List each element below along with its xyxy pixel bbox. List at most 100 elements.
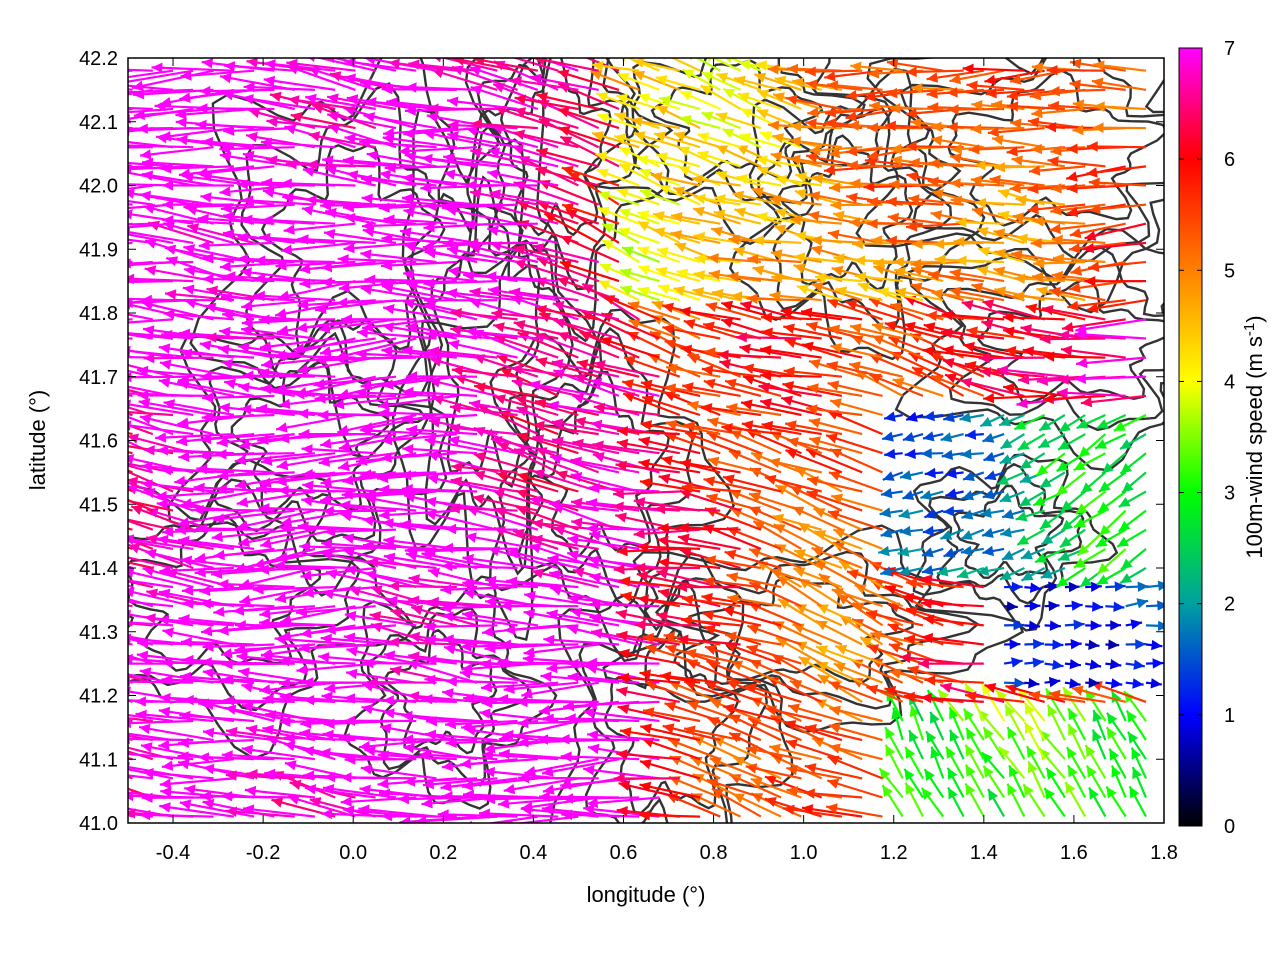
wind-vector-head [1114, 581, 1126, 592]
wind-vector [221, 662, 295, 666]
wind-vector-head [726, 403, 738, 414]
wind-vector-head [614, 112, 627, 123]
wind-vector-head [1082, 243, 1095, 254]
wind-vector-head [219, 151, 232, 162]
wind-vector [451, 368, 518, 378]
wind-vector-head [236, 520, 249, 531]
wind-vector [219, 184, 295, 194]
contour-line [728, 67, 986, 361]
wind-vector-head [344, 715, 356, 726]
wind-vector-head [284, 760, 297, 771]
wind-vector-head [79, 101, 90, 111]
wind-vector [535, 358, 599, 378]
wind-vector-head [1019, 458, 1032, 469]
wind-vector-head [377, 750, 389, 761]
wind-vector-head [254, 273, 266, 284]
wind-vector [440, 58, 498, 72]
wind-vector-head [772, 513, 785, 524]
wind-vector-head [1027, 183, 1039, 194]
wind-vector [534, 277, 600, 302]
wind-vector-head [908, 194, 920, 205]
wind-vector-head [183, 244, 196, 255]
wind-vector [380, 452, 457, 460]
wind-vector-head [144, 265, 157, 276]
wind-vector-head [465, 326, 477, 338]
wind-vector-head [953, 236, 965, 247]
wind-vector [141, 161, 214, 168]
wind-vector-head [424, 634, 436, 645]
wind-vector-head [301, 495, 313, 507]
wind-vector-head [195, 523, 207, 534]
wind-vector [360, 252, 437, 264]
wind-vector-head [1078, 446, 1091, 458]
wind-vector [155, 490, 234, 498]
wind-vector-head [794, 231, 807, 242]
wind-vector-head [697, 150, 710, 161]
wind-vector [370, 623, 437, 646]
wind-vector-head [532, 434, 545, 445]
wind-vector-head [764, 474, 777, 485]
wind-vector-head [388, 580, 400, 592]
wind-vector-head [737, 92, 750, 103]
wind-vector-head [1131, 747, 1142, 760]
wind-vector [518, 776, 599, 780]
wind-vector-head [182, 598, 194, 609]
wind-vector-head [427, 103, 439, 114]
wind-vector-head [1092, 122, 1104, 133]
wind-vector-head [694, 193, 706, 204]
wind-vector-head [596, 168, 609, 179]
wind-vector-head [879, 768, 891, 780]
wind-vector-head [1014, 677, 1026, 689]
wind-vector [361, 413, 437, 431]
wind-vector-head [200, 433, 212, 445]
wind-vector-head [403, 128, 415, 139]
wind-vector-head [968, 144, 980, 155]
wind-vector-head [88, 393, 100, 403]
wind-vector [380, 260, 457, 267]
wind-vector-head [622, 379, 634, 390]
wind-vector-head [360, 174, 373, 185]
wind-vector-head [852, 238, 863, 249]
wind-vector [423, 280, 498, 285]
wind-vector-head [513, 320, 526, 331]
wind-vector-head [780, 307, 793, 318]
wind-vector-head [1073, 460, 1086, 471]
wind-vector [220, 295, 295, 302]
wind-vector-head [136, 650, 149, 661]
wind-vector-head [975, 197, 987, 209]
wind-vector [465, 329, 539, 340]
wind-vector [187, 224, 255, 244]
wind-vector-head [521, 688, 533, 699]
wind-vector-head [921, 632, 934, 644]
wind-vector-head [933, 238, 945, 250]
wind-vector-head [346, 170, 359, 181]
wind-vector-head [677, 533, 690, 544]
wind-vector-head [1056, 387, 1068, 399]
wind-vector-head [618, 648, 630, 660]
wind-vector-head [453, 58, 465, 66]
y-tick-label: 41.2 [79, 686, 118, 708]
wind-vector-head [1007, 727, 1018, 739]
wind-vector-head [70, 783, 82, 793]
wind-vector-head [980, 507, 992, 518]
wind-vector-head [275, 349, 288, 360]
wind-vector-head [655, 266, 668, 277]
wind-vector-head [880, 527, 893, 538]
wind-vector-head [469, 399, 481, 410]
wind-vector-head [866, 684, 879, 695]
wind-vector-head [683, 319, 696, 330]
wind-vector [332, 394, 417, 407]
wind-vector-head [256, 403, 268, 415]
wind-vector-head [906, 606, 918, 617]
wind-vector-head [867, 644, 880, 655]
wind-vector-head [216, 437, 228, 448]
wind-vector [482, 753, 559, 761]
wind-vector [449, 507, 518, 512]
wind-vector-head [807, 107, 819, 118]
wind-vector [469, 289, 539, 302]
wind-vector [128, 604, 133, 608]
wind-vector-head [379, 788, 391, 799]
wind-vector [383, 127, 457, 135]
x-tick-label: 1.0 [790, 842, 818, 864]
wind-vector-head [1050, 183, 1062, 194]
